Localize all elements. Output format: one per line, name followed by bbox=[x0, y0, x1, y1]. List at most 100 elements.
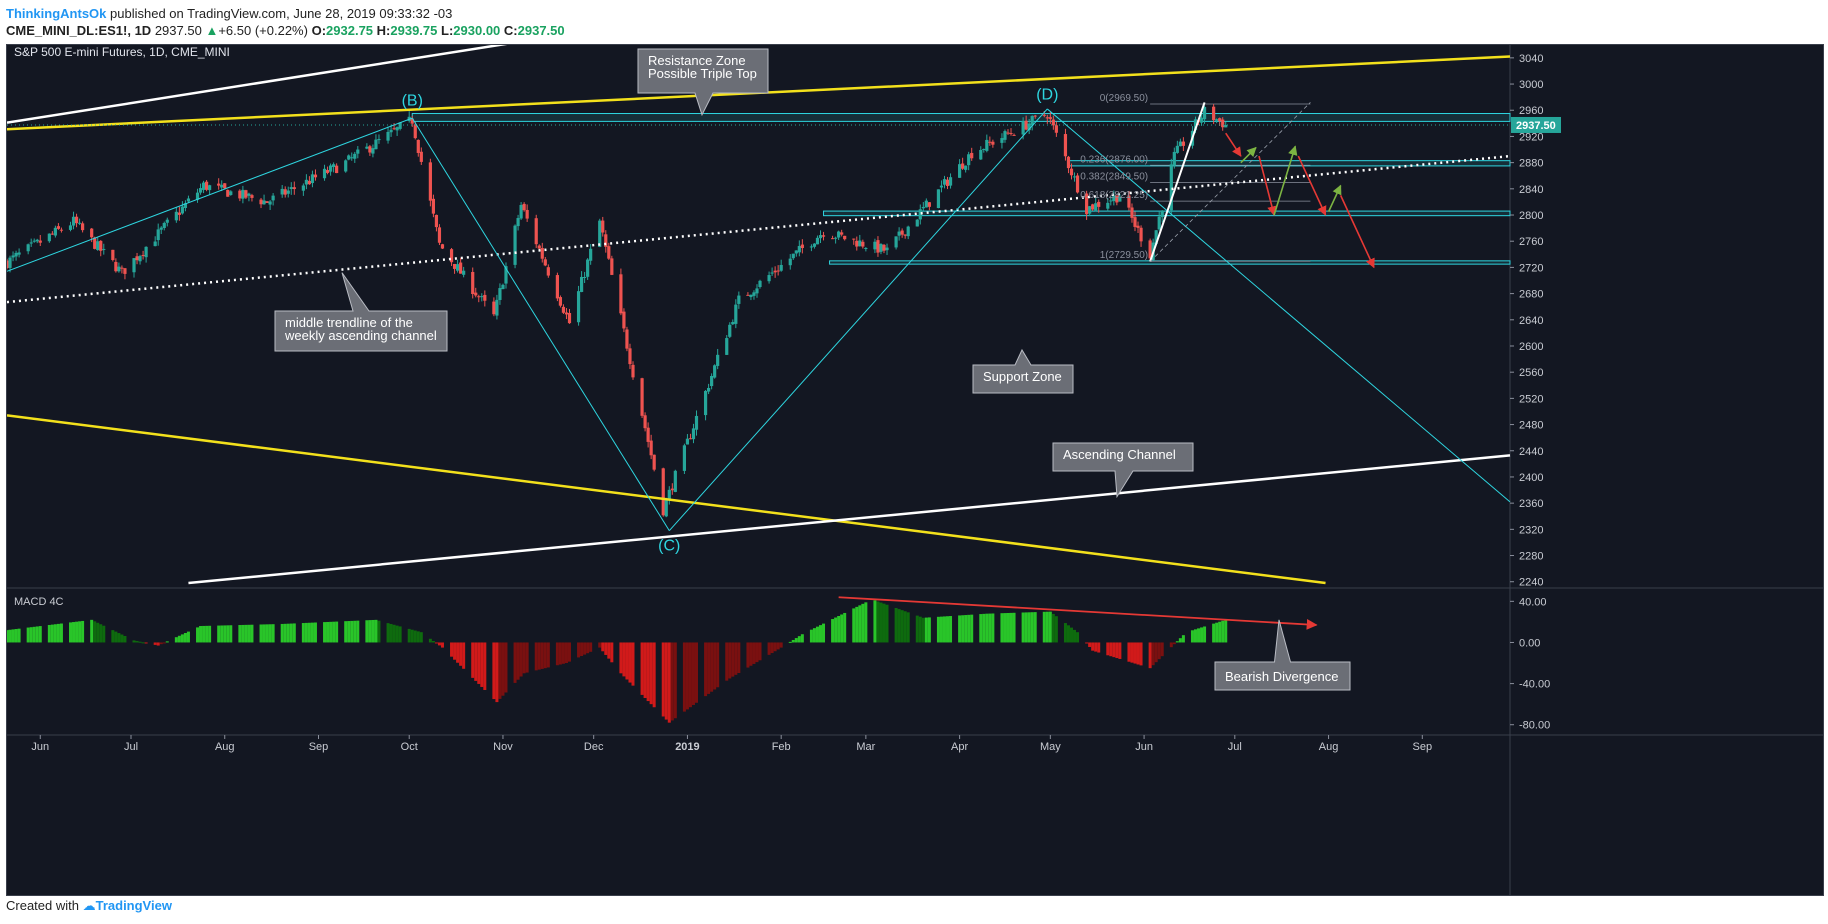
candle-body bbox=[26, 244, 30, 252]
candle-body bbox=[1160, 210, 1164, 218]
candle-body bbox=[138, 256, 142, 262]
candle-body bbox=[1085, 193, 1089, 215]
candle-body bbox=[586, 259, 590, 277]
price-tick-label: 2480 bbox=[1519, 420, 1543, 432]
macd-bar bbox=[32, 626, 36, 643]
published-text: published on TradingView.com, June 28, 2… bbox=[110, 6, 453, 21]
macd-bar bbox=[607, 642, 611, 659]
candle-body bbox=[123, 268, 127, 274]
macd-bar bbox=[882, 603, 886, 643]
tradingview-brand[interactable]: TradingView bbox=[95, 898, 172, 913]
macd-bar bbox=[1130, 642, 1134, 663]
candle-body bbox=[1218, 118, 1222, 122]
macd-bar bbox=[1012, 612, 1016, 643]
macd-bar bbox=[344, 621, 348, 643]
macd-bar bbox=[958, 615, 962, 643]
macd-bar bbox=[165, 641, 169, 643]
candle-body bbox=[93, 237, 97, 249]
macd-bar bbox=[710, 642, 714, 692]
macd-tick-label: -40.00 bbox=[1519, 679, 1550, 691]
candle-body bbox=[1112, 195, 1116, 202]
macd-bar bbox=[894, 607, 898, 643]
macd-bar bbox=[864, 602, 868, 643]
macd-bar bbox=[1190, 630, 1194, 643]
macd-bar bbox=[1215, 622, 1219, 643]
macd-bar bbox=[138, 641, 142, 643]
macd-bar bbox=[304, 622, 308, 643]
macd-bar bbox=[622, 642, 626, 677]
price-tick-label: 2960 bbox=[1519, 105, 1543, 117]
candle-body bbox=[564, 312, 569, 315]
macd-bar bbox=[843, 612, 847, 643]
candle-body bbox=[1088, 206, 1092, 214]
grid-layer bbox=[7, 45, 1823, 895]
callout-ascending-channel[interactable]: Ascending Channel bbox=[1052, 442, 1194, 499]
candle-body bbox=[625, 329, 629, 349]
time-tick-label: Jul bbox=[1228, 741, 1242, 753]
macd-bar bbox=[492, 642, 496, 700]
candle-body bbox=[1139, 227, 1143, 242]
macd-bar bbox=[610, 642, 614, 663]
macd-bar bbox=[921, 617, 925, 643]
candle-body bbox=[156, 229, 160, 241]
macd-bar bbox=[53, 624, 57, 643]
candle-body bbox=[1169, 164, 1173, 211]
candle-body bbox=[1154, 230, 1158, 245]
candle-body bbox=[731, 322, 735, 325]
macd-bar bbox=[114, 631, 118, 643]
macd-bar bbox=[970, 614, 974, 643]
candle-body bbox=[961, 163, 965, 169]
macd-bar bbox=[855, 606, 859, 643]
candle-body bbox=[809, 246, 814, 248]
candle-body bbox=[377, 139, 381, 141]
candle-body bbox=[117, 266, 121, 272]
candle-body bbox=[201, 182, 206, 190]
callout-bearish-divergence[interactable]: Bearish Divergence bbox=[1214, 619, 1351, 691]
created-with-text: Created with bbox=[6, 898, 79, 913]
time-tick-label: Feb bbox=[772, 741, 791, 753]
candle-body bbox=[250, 195, 254, 198]
last-price-badge bbox=[1511, 116, 1561, 133]
candle-body bbox=[452, 263, 457, 269]
chart-svg[interactable]: S&P 500 E-mini Futures, 1D, CME_MINI MACD… bbox=[5, 14, 1823, 895]
macd-bar bbox=[413, 630, 417, 643]
macd-bar bbox=[543, 642, 547, 669]
candle-body bbox=[619, 274, 623, 314]
candle-body bbox=[667, 489, 671, 501]
macd-bar bbox=[1033, 612, 1037, 643]
macd-bar bbox=[474, 642, 478, 681]
macd-bar bbox=[365, 620, 369, 643]
callout-support-zone[interactable]: Support Zone bbox=[972, 348, 1074, 394]
candle-body bbox=[1127, 195, 1131, 208]
price-tick-label: 2240 bbox=[1519, 577, 1543, 589]
macd-bar bbox=[371, 619, 375, 643]
macd-bar bbox=[734, 642, 738, 675]
macd-bar bbox=[1097, 642, 1101, 653]
macd-bar bbox=[1000, 613, 1004, 643]
macd-title: MACD 4C bbox=[14, 596, 64, 608]
macd-bar bbox=[794, 638, 798, 643]
chart-area[interactable]: S&P 500 E-mini Futures, 1D, CME_MINI MACD… bbox=[5, 14, 1824, 896]
macd-bar bbox=[462, 642, 466, 669]
candle-body bbox=[29, 242, 33, 244]
candle-body bbox=[96, 241, 100, 250]
callout-text: Ascending Channel bbox=[1063, 447, 1176, 462]
author-link[interactable]: ThinkingAntsOk bbox=[6, 6, 107, 21]
macd-bar bbox=[11, 629, 15, 643]
candle-body bbox=[664, 499, 668, 517]
candle-body bbox=[238, 190, 242, 199]
macd-bar bbox=[927, 617, 931, 643]
candle-body bbox=[198, 188, 203, 193]
macd-bar bbox=[900, 610, 904, 643]
macd-bar bbox=[667, 642, 671, 723]
time-tick-label: 2019 bbox=[675, 741, 699, 753]
macd-bar bbox=[513, 642, 517, 683]
candle-body bbox=[247, 193, 251, 196]
macd-bar bbox=[834, 617, 838, 643]
macd-bar bbox=[26, 627, 30, 643]
candle-body bbox=[716, 354, 720, 366]
macd-bar bbox=[123, 636, 127, 643]
candle-body bbox=[229, 191, 233, 195]
